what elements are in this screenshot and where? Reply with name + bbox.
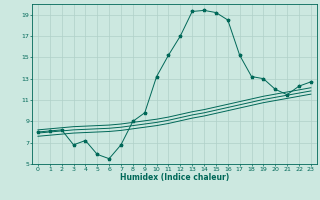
X-axis label: Humidex (Indice chaleur): Humidex (Indice chaleur) <box>120 173 229 182</box>
